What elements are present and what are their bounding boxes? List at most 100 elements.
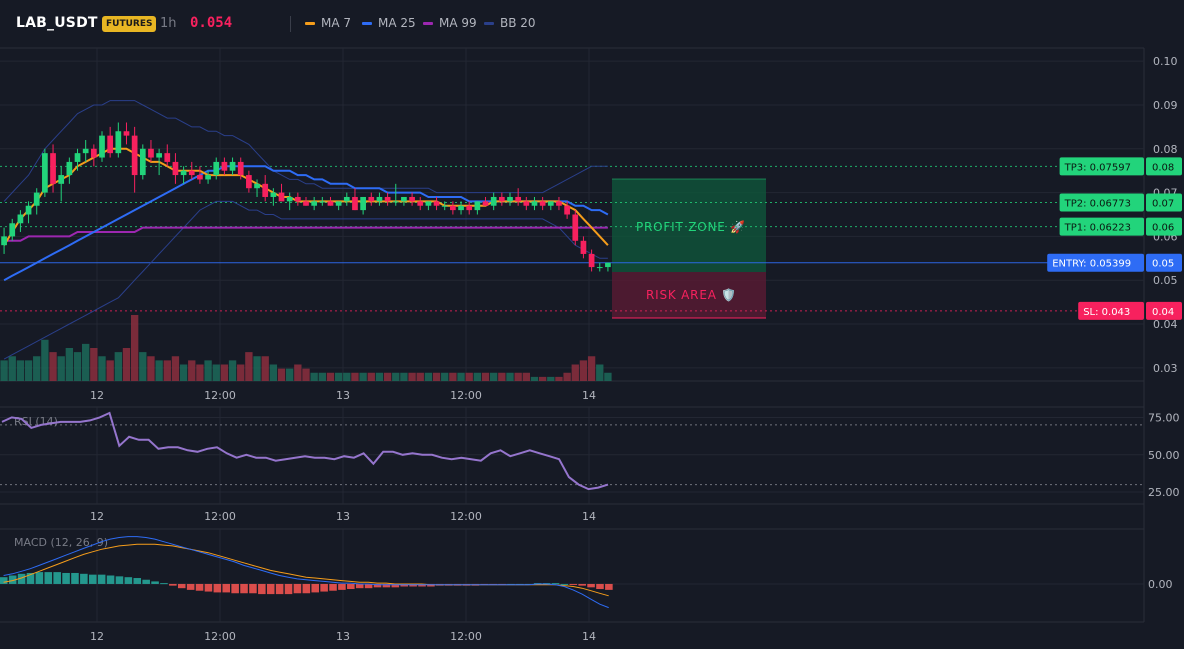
candle-body [417, 201, 424, 206]
macd-hist-bar [311, 583, 320, 593]
candle-body [90, 148, 97, 158]
candle-body [564, 205, 570, 215]
macd-hist-bar [320, 583, 328, 592]
legend-ma25-label: MA 25 [378, 16, 416, 30]
volume-bar [41, 339, 49, 381]
volume-bar [604, 372, 612, 381]
time-tick-label: 13 [336, 389, 350, 402]
volume-bar [383, 372, 392, 381]
candle-body [580, 240, 587, 254]
level-badge [1047, 253, 1144, 272]
time-axis-rsi: 12 12:00 13 12:00 14 [90, 510, 596, 523]
macd-hist-bar [44, 572, 53, 584]
price-axis[interactable]: 0.10 0.09 0.08 0.07 0.06 0.05 0.04 0.03 [1153, 55, 1178, 375]
moving-averages [3, 147, 609, 282]
macd-hist-bar [124, 577, 133, 584]
macd-hist-bar [88, 574, 97, 584]
candle-body [237, 161, 244, 176]
candle-body [392, 201, 399, 203]
legend-ma7-label: MA 7 [321, 16, 352, 30]
candle-body [482, 201, 489, 206]
axis-level-label: 0.07 [1152, 199, 1174, 210]
symbol-name[interactable]: LAB_USDT [16, 15, 98, 31]
price-tick-label: 0.03 [1153, 362, 1178, 375]
macd-hist-bar [551, 583, 560, 585]
candle-body [523, 201, 530, 206]
risk-zone-label: RISK AREA 🛡️ [646, 288, 737, 302]
timeframe-label[interactable]: 1h [160, 16, 177, 31]
volume-bar [196, 364, 204, 381]
volume-bar [294, 364, 302, 381]
macd-hist-bar [569, 583, 578, 585]
volume-bar [432, 372, 441, 381]
macd-hist-bar [160, 583, 168, 585]
legend-ma7[interactable]: MA 7 [305, 16, 351, 30]
volume-bar [310, 372, 318, 381]
macd-hist-bar [596, 583, 604, 590]
bb-upper-line [3, 100, 608, 202]
trade-levels [0, 165, 1144, 312]
volume-bar [375, 372, 384, 381]
candle-body [425, 201, 432, 206]
volume-bars [0, 315, 612, 381]
volume-bar [245, 352, 253, 381]
macd-hist-bar [284, 583, 293, 595]
level-badge [1078, 301, 1144, 320]
legend-bb20-label: BB 20 [500, 16, 536, 30]
macd-lines [3, 536, 609, 609]
volume-bar [449, 372, 457, 381]
candle-body [221, 161, 228, 171]
legend-bb20[interactable]: BB 20 [484, 16, 536, 30]
macd-hist-bar [222, 583, 231, 593]
volume-bar [367, 372, 375, 381]
candle-body [401, 196, 407, 202]
futures-badge: FUTURES [102, 16, 157, 32]
candle-body [319, 201, 326, 203]
candle-body [352, 196, 358, 211]
volume-bar [571, 364, 579, 381]
price-tick-label: 0.08 [1153, 143, 1178, 156]
axis-level-label: 0.08 [1152, 162, 1174, 173]
legend-ma25[interactable]: MA 25 [362, 16, 416, 30]
candle-body [262, 183, 269, 197]
candle-body [107, 135, 114, 154]
candle-body [605, 262, 611, 268]
time-tick-label: 12:00 [450, 630, 482, 643]
macd-main-line [3, 536, 609, 609]
candle-body [547, 201, 554, 206]
volume-bar [498, 372, 506, 381]
volume-bar [465, 372, 473, 381]
candle-body [572, 214, 579, 241]
volume-bar [179, 364, 188, 381]
axis-level-badge [1146, 253, 1182, 272]
candle-body [123, 131, 130, 136]
volume-bar [441, 372, 449, 381]
macd-hist-bar [605, 583, 613, 590]
time-tick-label: 14 [582, 389, 596, 402]
candlesticks [1, 122, 611, 272]
candle-body [515, 196, 522, 202]
volume-bar [555, 376, 563, 381]
macd-tick-label: 0.00 [1148, 578, 1173, 591]
volume-bar [400, 372, 408, 381]
rsi-axis: 75.00 50.00 25.00 [1148, 411, 1180, 499]
candle-body [246, 175, 252, 189]
macd-pane[interactable]: MACD (12, 26, 9) 0.00 12 12:00 13 12:00 14 [0, 529, 1173, 643]
volume-bar [122, 348, 131, 381]
legend-ma99[interactable]: MA 99 [423, 16, 477, 30]
rsi-tick-label: 75.00 [1148, 411, 1180, 424]
candle-body [172, 161, 179, 176]
level-badge-label: SL: 0.043 [1083, 307, 1130, 318]
candle-body [180, 170, 187, 176]
price-tick-label: 0.04 [1153, 318, 1178, 331]
candle-body [441, 205, 448, 207]
macd-grid [0, 529, 1144, 622]
time-tick-label: 12:00 [204, 630, 236, 643]
candle-body [368, 196, 375, 202]
level-badge [1059, 157, 1144, 176]
macd-hist-bar [302, 583, 311, 594]
macd-hist-bar [338, 583, 346, 590]
price-pane[interactable]: PROFIT ZONE 🚀 RISK AREA 🛡️ 0.100.090.080… [0, 47, 1182, 623]
